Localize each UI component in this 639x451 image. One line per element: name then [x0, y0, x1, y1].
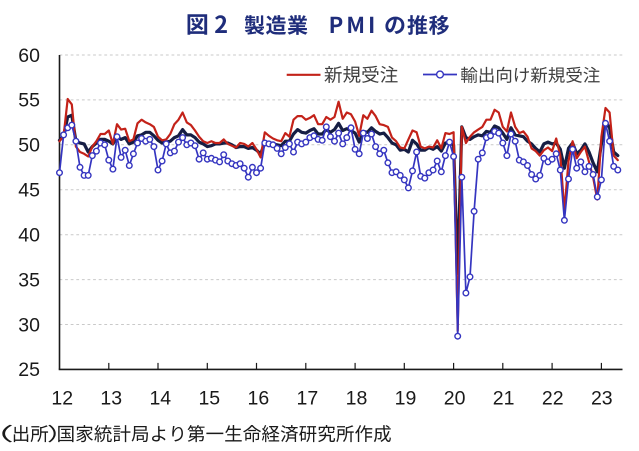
svg-text:25: 25 [18, 359, 40, 381]
svg-text:20: 20 [444, 387, 466, 409]
svg-text:55: 55 [18, 90, 40, 112]
svg-text:35: 35 [18, 269, 40, 291]
svg-text:30: 30 [18, 314, 40, 336]
svg-text:22: 22 [542, 387, 564, 409]
svg-text:23: 23 [591, 387, 613, 409]
svg-text:18: 18 [346, 387, 368, 409]
svg-text:15: 15 [198, 387, 220, 409]
svg-text:50: 50 [18, 135, 40, 157]
svg-text:19: 19 [395, 387, 417, 409]
svg-text:14: 14 [149, 387, 171, 409]
svg-text:16: 16 [248, 387, 270, 409]
svg-text:13: 13 [100, 387, 122, 409]
svg-text:60: 60 [18, 45, 40, 67]
svg-text:21: 21 [493, 387, 515, 409]
svg-text:40: 40 [18, 225, 40, 247]
svg-text:12: 12 [51, 387, 73, 409]
svg-text:45: 45 [18, 180, 40, 202]
svg-text:17: 17 [297, 387, 319, 409]
